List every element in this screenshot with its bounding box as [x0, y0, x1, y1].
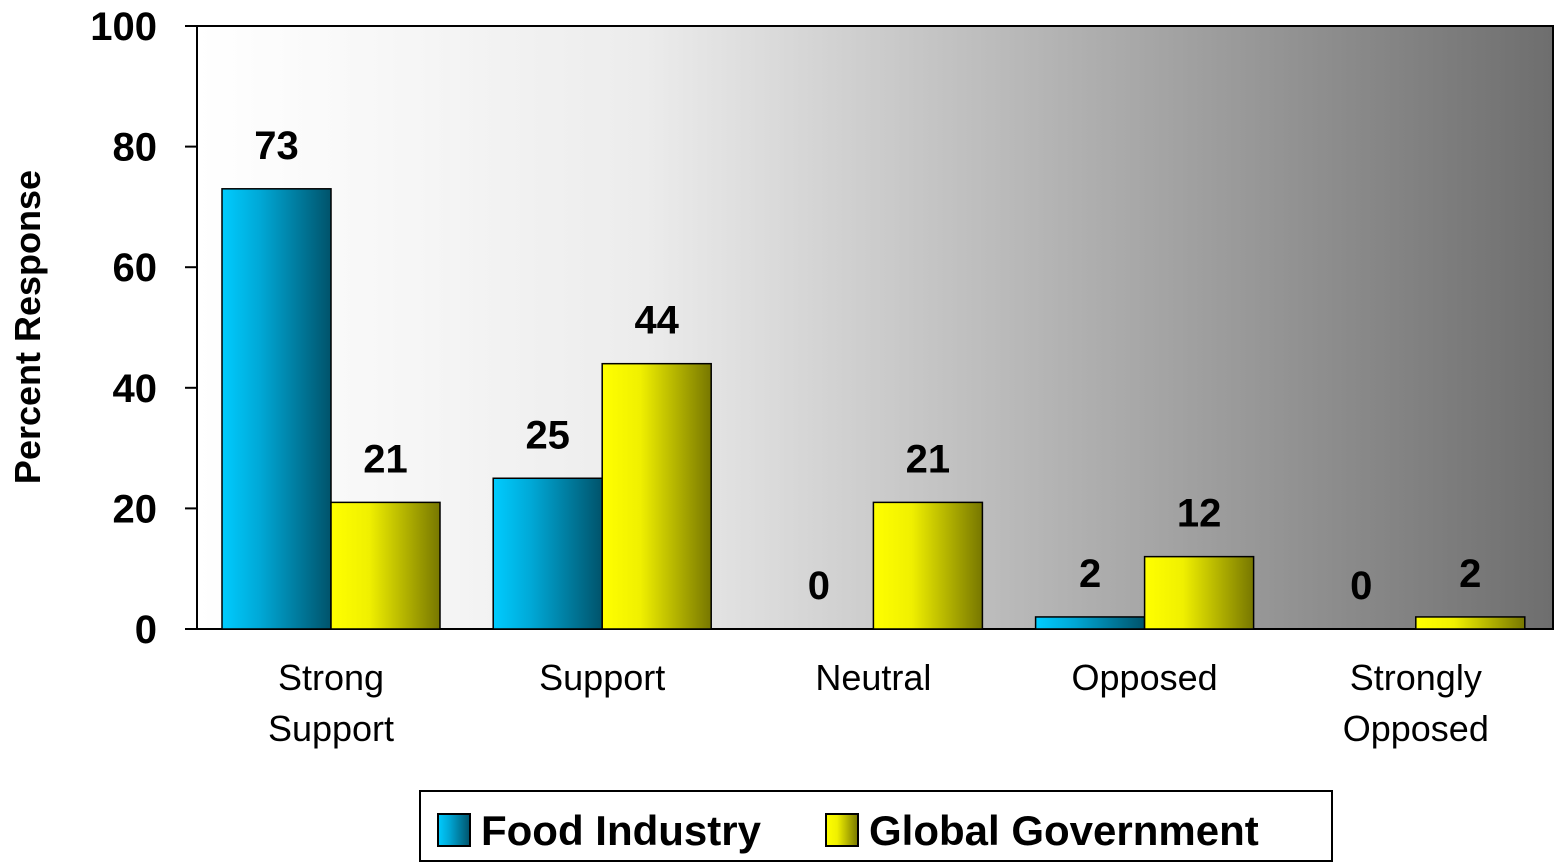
data-label: 2 [1459, 552, 1481, 596]
bar-global-government [872, 501, 984, 630]
x-axis: Strong Support Support Neutral Opposed Strong… [268, 657, 1489, 749]
x-category-label: Strongly [1350, 657, 1482, 698]
y-tick-label: 0 [135, 608, 157, 652]
data-label: 2 [1079, 552, 1101, 596]
data-label: 44 [634, 299, 679, 343]
legend-label: Food Industry [481, 807, 762, 854]
bars [221, 188, 1526, 630]
x-category-label: Strong [278, 657, 384, 698]
data-label: 0 [1350, 564, 1372, 608]
bar-food-industry [221, 188, 332, 630]
x-category-label: Neutral [815, 657, 931, 698]
legend-label: Global Government [869, 807, 1259, 854]
legend: Food Industry Global Government [419, 790, 1333, 862]
data-labels: 73 25 0 2 0 21 44 21 12 2 [254, 124, 1481, 608]
x-category-label: Support [539, 657, 665, 698]
x-category-label: Opposed [1343, 708, 1489, 749]
data-label: 0 [808, 564, 830, 608]
bar-global-government [1143, 555, 1255, 630]
bar-global-government [1415, 616, 1526, 630]
x-category-label: Support [268, 708, 394, 749]
bar-global-government [330, 501, 441, 630]
y-tick-label: 80 [113, 126, 158, 170]
data-label: 21 [363, 437, 408, 481]
legend-box [419, 790, 1333, 862]
y-axis: 0 20 40 60 80 100 [90, 5, 197, 652]
bar-food-industry [492, 477, 603, 630]
data-label: 25 [525, 413, 570, 457]
y-tick-label: 60 [113, 246, 158, 290]
bar-global-government [601, 362, 712, 630]
x-category-label: Opposed [1072, 657, 1218, 698]
data-label: 73 [254, 124, 299, 168]
y-tick-label: 40 [113, 367, 158, 411]
bar-food-industry [1034, 616, 1146, 630]
legend-swatch [825, 813, 859, 847]
data-label: 21 [906, 437, 951, 481]
y-axis-title: Percent Response [7, 170, 48, 484]
y-tick-label: 100 [90, 5, 157, 49]
legend-swatch [437, 813, 471, 847]
y-tick-label: 20 [113, 487, 158, 531]
data-label: 12 [1177, 492, 1222, 536]
